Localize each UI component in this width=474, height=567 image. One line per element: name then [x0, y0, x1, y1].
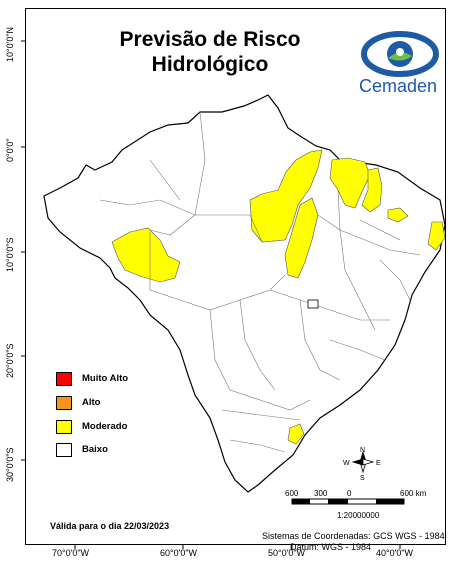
lat-label-10n: 10°0'0"N	[5, 26, 15, 62]
lat-label-0: 0°0'0"	[5, 138, 15, 162]
legend-swatch	[56, 372, 72, 386]
legend-item-alto: Alto	[56, 396, 186, 412]
lon-label-50w: 50°0'0"W	[268, 548, 306, 558]
crs-line2: Datum: WGS - 1984	[290, 542, 372, 552]
scale-label-300: 300	[314, 489, 328, 498]
lon-label-40w: 40°0'0"W	[376, 548, 414, 558]
lat-label-30s: 30°0'0"S	[5, 447, 15, 482]
region-moderate-tocantins	[284, 197, 319, 279]
legend-label: Alto	[82, 397, 101, 408]
north-arrow	[351, 450, 375, 474]
map-title-line1: Previsão de Risco	[119, 28, 301, 51]
legend-swatch	[56, 420, 72, 434]
region-moderate-ne-coast	[387, 207, 409, 223]
legend-label: Moderado	[82, 421, 128, 432]
distrito-federal	[307, 299, 319, 309]
region-moderate-piaui	[361, 167, 383, 213]
legend-item-muito-alto: Muito Alto	[56, 372, 186, 388]
legend-item-baixo: Baixo	[56, 443, 186, 459]
legend-label: Baixo	[82, 444, 108, 455]
valid-date: Válida para o dia 22/03/2023	[50, 521, 170, 531]
scale-label-0: 0	[347, 489, 352, 498]
legend-swatch	[56, 443, 72, 457]
region-moderate-acre	[111, 227, 181, 283]
axis-ticks	[21, 40, 401, 549]
lat-label-10s: 10°0'0"S	[5, 237, 15, 272]
scale-label-600: 600	[285, 489, 299, 498]
map-title-line2: Hidrológico	[151, 53, 269, 76]
legend-label: Muito Alto	[82, 373, 129, 384]
scale-label-600km: 600 km	[400, 489, 427, 498]
north-e-label: E	[376, 460, 381, 467]
cemaden-logo-icon	[361, 31, 439, 77]
legend-item-moderado: Moderado	[56, 420, 186, 436]
logo-text: Cemaden	[358, 76, 438, 96]
north-s-label: S	[360, 475, 365, 482]
lat-label-20s: 20°0'0"S	[5, 343, 15, 378]
legend-swatch	[56, 396, 72, 410]
map-title: Previsão de Risco Hidrológico	[100, 27, 320, 77]
crs-line1: Sistemas de Coordenadas: GCS WGS - 1984	[262, 531, 445, 541]
region-moderate-south	[287, 423, 305, 445]
region-moderate-east-coast	[427, 221, 446, 251]
lon-label-70w: 70°0'0"W	[52, 548, 90, 558]
scale-ratio: 1:20000000	[337, 511, 380, 520]
region-boundaries	[99, 111, 421, 453]
map-frame	[25, 8, 446, 545]
lon-label-60w: 60°0'0"W	[160, 548, 198, 558]
region-moderate-maranhao	[329, 157, 371, 209]
north-n-label: N	[360, 447, 365, 454]
scale-bar	[291, 498, 405, 505]
north-w-label: W	[343, 460, 350, 467]
